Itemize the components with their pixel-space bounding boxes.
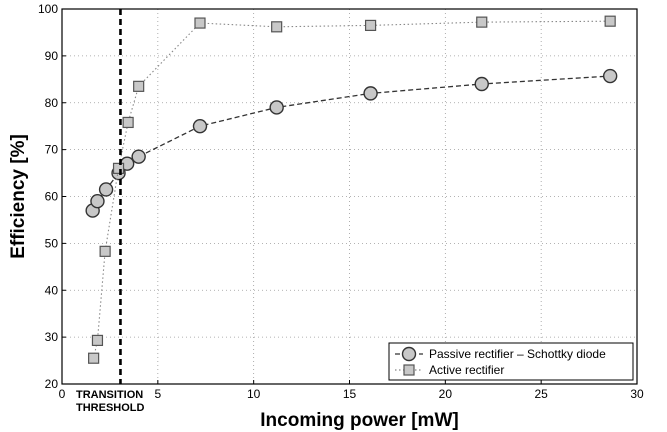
y-tick-label-6: 80 [45,96,59,110]
tick-layer: 0 5 10 15 20 25 30 20 30 40 50 60 70 80 90 100 [38,2,644,401]
series-0-point-2 [98,182,114,197]
y-tick-label-7: 90 [45,49,59,63]
series-0-point-6 [192,118,208,134]
legend: Passive rectifier – Schottky diode Active… [388,342,634,381]
legend-marker-0 [401,346,417,362]
y-tick-label-0: 20 [45,377,59,391]
x-tick-label-5: 25 [534,387,548,401]
series-1-point-8 [364,19,377,32]
series-1-point-6 [194,17,206,29]
series-0 [85,68,618,218]
x-tick-label-1: 5 [154,387,161,401]
x-tick-label-4: 20 [439,387,453,401]
y-tick-label-5: 70 [45,143,59,157]
grid-layer [62,9,637,384]
series-1-point-7 [271,21,283,33]
y-axis-label: Efficiency [%] [8,134,29,259]
legend-box [388,342,634,381]
legend-items: Passive rectifier – Schottky diode Active… [395,346,606,377]
series-1-point-4 [122,116,134,129]
y-tick-label-3: 50 [45,236,59,250]
x-tick-label-0: 0 [59,387,66,401]
legend-label-0: Passive rectifier – Schottky diode [429,347,606,361]
x-tick-label-2: 10 [247,387,261,401]
series-0-point-1 [90,193,105,209]
series-1-point-2 [99,245,111,257]
series-0-point-10 [602,68,618,84]
y-tick-label-8: 100 [38,2,58,16]
series-1-point-0 [88,352,100,364]
series-layer [85,15,618,364]
series-0-point-7 [269,100,284,115]
threshold-label-line2: THRESHOLD [76,402,145,414]
series-1-line [93,20,611,359]
legend-label-1: Active rectifier [429,363,504,377]
series-0-line [92,75,611,211]
series-1-point-10 [604,15,616,27]
series-1-point-9 [476,16,488,28]
y-tick-label-4: 60 [45,190,59,204]
series-0-point-9 [474,76,489,92]
series-1-point-3 [112,162,125,174]
series-0-point-5 [131,149,146,164]
legend-marker-1 [403,364,415,376]
threshold-label-line1: TRANSITION [76,389,143,401]
x-tick-label-6: 30 [630,387,644,401]
x-tick-label-3: 15 [343,387,357,401]
series-0-point-8 [363,86,378,101]
y-tick-label-2: 40 [45,283,59,297]
x-axis-label: Incoming power [mW] [260,410,458,431]
series-1 [88,15,616,364]
series-1-point-1 [91,334,104,347]
y-tick-label-1: 30 [45,330,59,344]
series-1-point-5 [133,80,145,92]
